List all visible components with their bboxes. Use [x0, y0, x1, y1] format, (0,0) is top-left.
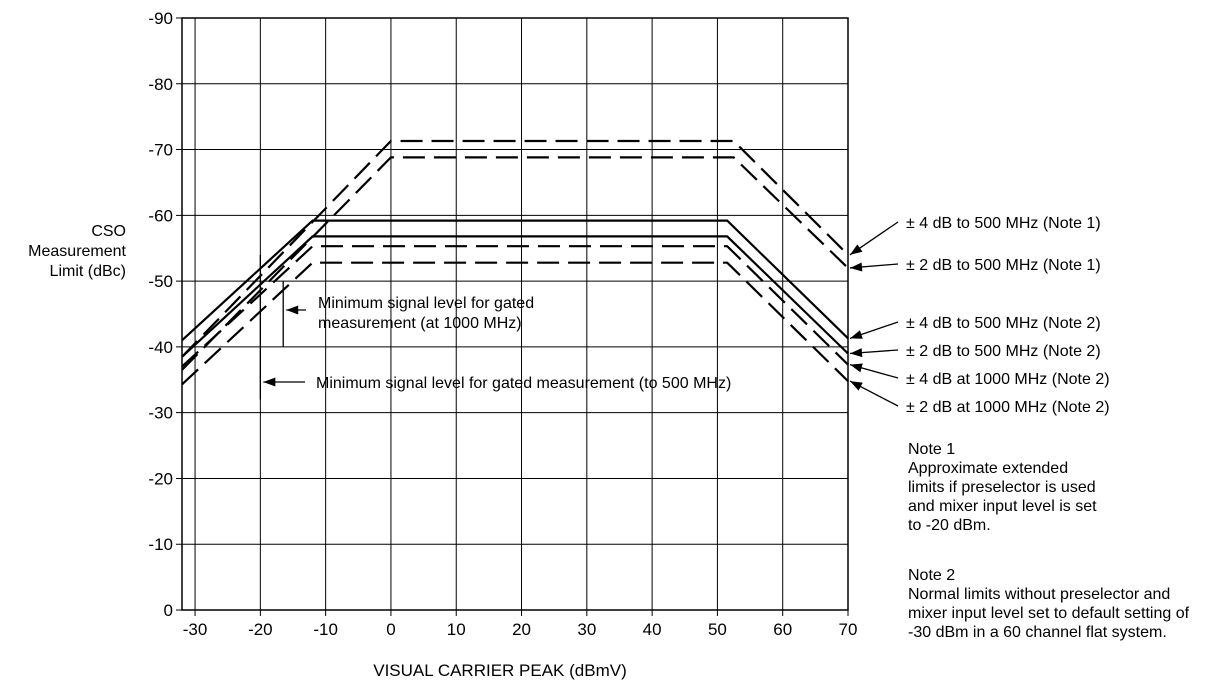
- x-tick-label: 30: [577, 620, 596, 639]
- x-tick-label: -30: [183, 620, 208, 639]
- y-tick-label: -70: [148, 141, 173, 160]
- series-line-5: [181, 245, 849, 368]
- x-tick-label: -10: [313, 620, 338, 639]
- x-tick-label: 40: [643, 620, 662, 639]
- y-tick-label: -20: [148, 469, 173, 488]
- legend-label-1: ± 4 dB to 500 MHz (Note 1): [906, 215, 1101, 232]
- x-tick-label: 20: [512, 620, 531, 639]
- x-tick-label: -20: [248, 620, 273, 639]
- note-2-title: Note 2: [908, 567, 956, 584]
- note-1: Note 1 Approximate extended limits if pr…: [908, 440, 1208, 535]
- y-axis-label-line: Measurement: [28, 243, 126, 260]
- x-tick-label: 50: [708, 620, 727, 639]
- chart-ticks: -30 -20 -10 0 10 20 30 40 50 60 70 -90 -80 -70 -60 -50 -…: [148, 9, 857, 639]
- min-level-500mhz-arrowhead: [263, 377, 276, 387]
- min-level-500mhz-label: Minimum signal level for gated measureme…: [316, 375, 731, 392]
- min-level-1000mhz-label-line: Minimum signal level for gated: [318, 295, 534, 312]
- series-line-2: [181, 156, 849, 371]
- y-tick-label: 0: [164, 601, 173, 620]
- legend-arrowhead: [850, 262, 863, 272]
- legend-label-6: ± 2 dB at 1000 MHz (Note 2): [906, 399, 1110, 416]
- y-tick-label: -90: [148, 9, 173, 28]
- x-tick-label: 10: [447, 620, 466, 639]
- y-tick-label: -60: [148, 206, 173, 225]
- note-1-title: Note 1: [908, 441, 956, 458]
- note-2-body: Normal limits without preselector and mi…: [908, 586, 1190, 641]
- y-tick-label: -80: [148, 75, 173, 94]
- y-axis-label: CSO Measurement Limit (dBc): [28, 223, 126, 280]
- chart-legend: ± 4 dB to 500 MHz (Note 1) ± 2 dB to 500 …: [849, 215, 1110, 416]
- series-line-4: [181, 235, 849, 358]
- legend-label-2: ± 2 dB to 500 MHz (Note 1): [906, 257, 1101, 274]
- chart-markers: Minimum signal level for gated measureme…: [259, 254, 731, 400]
- y-axis-label-line: Limit (dBc): [50, 263, 126, 280]
- legend-arrowhead: [850, 330, 863, 339]
- y-tick-label: -30: [148, 404, 173, 423]
- series-line-1: [181, 139, 849, 358]
- series-line-3: [181, 219, 849, 342]
- x-tick-label: 70: [839, 620, 858, 639]
- note-2: Note 2 Normal limits without preselector…: [908, 566, 1208, 642]
- y-tick-label: -50: [148, 272, 173, 291]
- note-1-body: Approximate extended limits if preselect…: [908, 460, 1097, 534]
- min-level-1000mhz-arrowhead: [286, 305, 299, 315]
- legend-label-3: ± 4 dB to 500 MHz (Note 2): [906, 315, 1101, 332]
- x-axis-label: VISUAL CARRIER PEAK (dBmV): [373, 661, 627, 680]
- legend-arrowhead: [850, 244, 863, 255]
- y-tick-label: -10: [148, 535, 173, 554]
- plot-frame: [181, 17, 849, 611]
- legend-arrowhead: [850, 381, 863, 391]
- chart-grid: [176, 17, 849, 616]
- legend-arrowhead: [850, 348, 863, 358]
- legend-label-5: ± 4 dB at 1000 MHz (Note 2): [906, 371, 1110, 388]
- x-tick-label: 60: [773, 620, 792, 639]
- legend-label-4: ± 2 dB to 500 MHz (Note 2): [906, 343, 1101, 360]
- x-tick-label: 0: [386, 620, 395, 639]
- series-line-6: [181, 261, 849, 386]
- legend-arrowhead: [850, 363, 863, 373]
- y-tick-label: -40: [148, 338, 173, 357]
- chart-series: [181, 139, 849, 386]
- y-axis-label-line: CSO: [91, 223, 126, 240]
- min-level-1000mhz-label-line: measurement (at 1000 MHz): [318, 315, 522, 332]
